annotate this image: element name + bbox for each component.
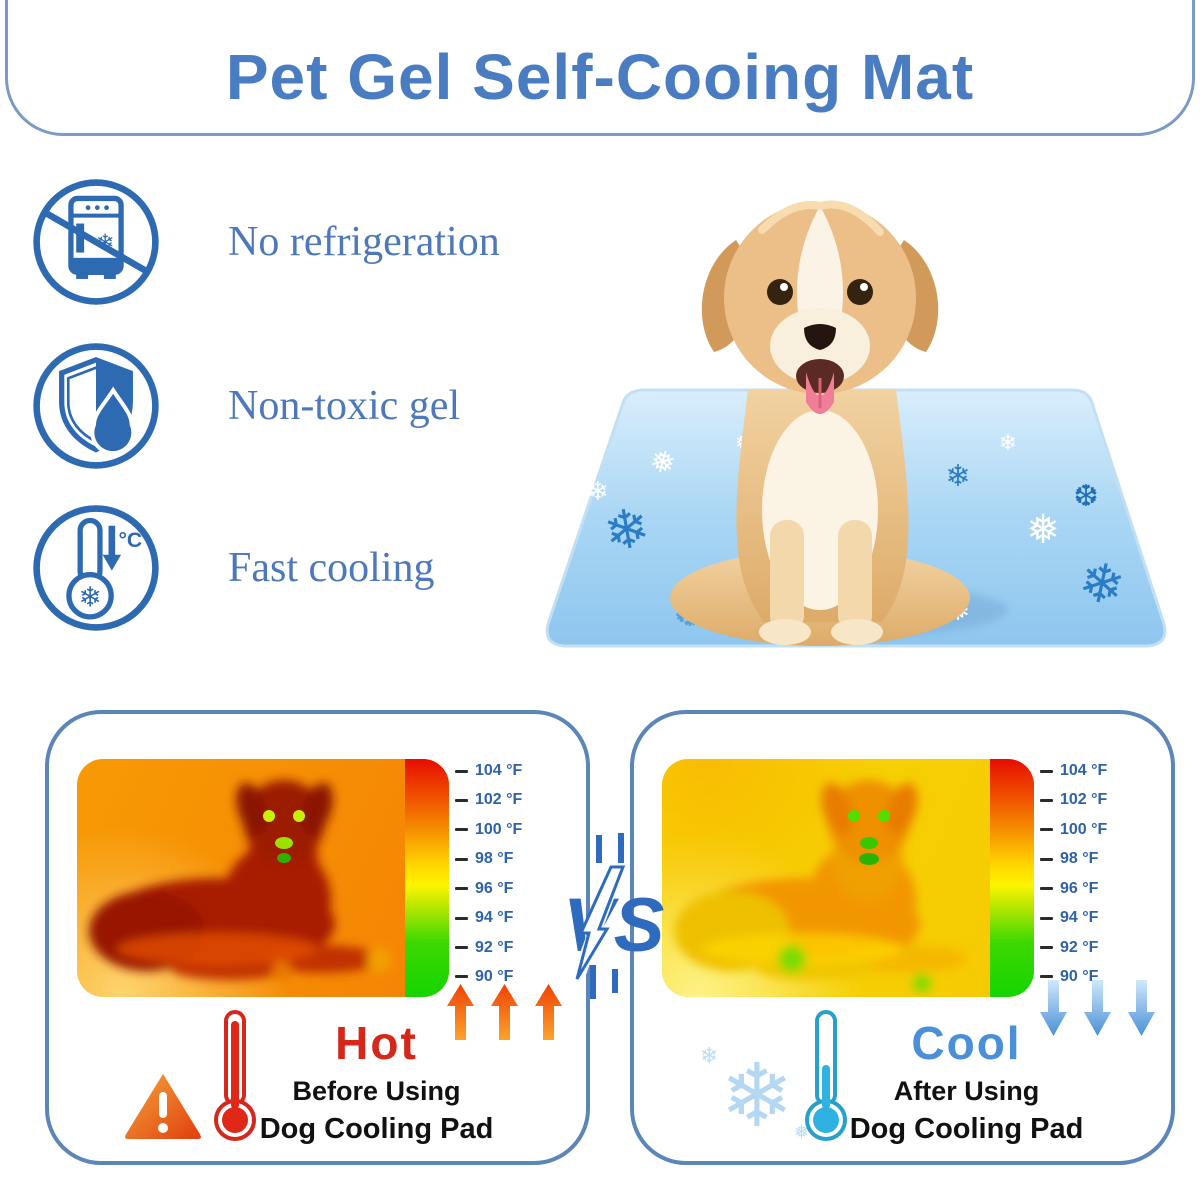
puppy-tongue: [806, 372, 834, 414]
thermal-dog-cool: [674, 780, 968, 992]
temp-label: 102 °F: [1060, 791, 1108, 809]
heat-rising-arrows: [447, 984, 562, 1040]
after-using-text: After Using: [893, 1076, 1040, 1106]
scale-tick: [1040, 946, 1053, 950]
hot-thermometer-icon: [214, 1010, 256, 1141]
scale-tick: [1040, 828, 1053, 832]
scale-tick: [455, 887, 468, 891]
scale-tick: [455, 975, 468, 979]
feature-non-toxic-gel: Non-toxic gel: [30, 340, 460, 472]
thermal-eye: [878, 810, 890, 822]
up-arrow-icon: [491, 984, 518, 1040]
after-panel: 104 °F 102 °F 100 °F 98 °F 96 °F 94 °F 9…: [630, 710, 1175, 1165]
temp-label: 98 °F: [1060, 850, 1099, 868]
fast-cooling-icon: ❄ °C: [33, 505, 159, 631]
dog-cooling-pad-text: Dog Cooling Pad: [259, 1113, 494, 1146]
before-panel: 104 °F 102 °F 100 °F 98 °F 96 °F 94 °F 9…: [45, 710, 590, 1165]
svg-text:❄: ❄: [599, 495, 655, 565]
snowflake-icon: ❄: [700, 1044, 719, 1069]
thermal-dog-hot: [89, 780, 391, 981]
scale-tick: [455, 916, 468, 920]
svg-text:❄: ❄: [945, 459, 970, 494]
snowflake-icon: ❄: [720, 1044, 794, 1147]
before-using-text: Before Using: [292, 1076, 461, 1106]
scale-tick: [455, 946, 468, 950]
svg-text:❄: ❄: [78, 580, 101, 613]
temperature-scale: 104 °F 102 °F 100 °F 98 °F 96 °F 94 °F 9…: [455, 762, 522, 986]
scale-tick: [455, 769, 468, 773]
warning-icon: [123, 1071, 203, 1141]
temperature-scale: 104 °F 102 °F 100 °F 98 °F 96 °F 94 °F 9…: [1040, 762, 1107, 986]
temp-label: 94 °F: [1060, 909, 1099, 927]
down-arrow-icon: [1084, 980, 1111, 1036]
temp-label: 98 °F: [475, 850, 514, 868]
svg-text:❄: ❄: [587, 477, 609, 507]
temp-label: 102 °F: [475, 791, 523, 809]
temp-label: 100 °F: [475, 820, 523, 838]
scale-tick: [455, 798, 468, 802]
svg-text:❅: ❅: [1026, 507, 1060, 553]
temp-label: 90 °F: [475, 967, 514, 985]
down-arrow-icon: [1128, 980, 1155, 1036]
temp-label: 96 °F: [1060, 879, 1099, 897]
temperature-gradient-bar: [405, 759, 449, 997]
temp-label: 94 °F: [475, 909, 514, 927]
puppy-nose: [804, 324, 836, 350]
title-banner-border: [5, 0, 1195, 136]
lightning-bolt-icon: [575, 865, 626, 980]
scale-tick: [455, 828, 468, 832]
up-arrow-icon: [535, 984, 562, 1040]
feature-fast-cooling: ❄ °C Fast cooling: [30, 502, 435, 634]
non-toxic-gel-icon: [33, 343, 159, 469]
before-caption: Hot Before Using Dog Cooling Pad: [249, 1016, 504, 1146]
thermal-image-cool: [662, 759, 1034, 997]
thermal-image-hot: [77, 759, 449, 997]
cool-down-arrows: [1040, 980, 1155, 1036]
hot-title: Hot: [335, 1017, 418, 1069]
temp-label: 96 °F: [475, 879, 514, 897]
thermal-eye: [263, 810, 275, 822]
temp-label: 104 °F: [1060, 762, 1108, 779]
scale-tick: [1040, 769, 1053, 773]
svg-text:°C: °C: [118, 529, 142, 552]
cool-title: Cool: [911, 1017, 1022, 1069]
scale-tick: [1040, 916, 1053, 920]
scale-tick: [1040, 887, 1053, 891]
feature-no-refrigeration: ❄ No refrigeration: [30, 176, 500, 308]
temperature-gradient-bar: [990, 759, 1034, 997]
temp-label: 90 °F: [1060, 967, 1099, 985]
dog-cooling-pad-text: Dog Cooling Pad: [849, 1113, 1084, 1146]
temp-label: 100 °F: [1060, 820, 1108, 838]
temp-label: 92 °F: [1060, 938, 1099, 956]
svg-text:❆: ❆: [1073, 479, 1098, 514]
vs-badge: VS: [563, 833, 664, 999]
temp-label: 104 °F: [475, 762, 523, 779]
after-caption: Cool After Using Dog Cooling Pad: [839, 1016, 1094, 1146]
snowflake-icon: ❅: [794, 1122, 810, 1143]
scale-tick: [1040, 798, 1053, 802]
no-refrigeration-icon: ❄: [33, 179, 159, 305]
down-arrow-icon: [1040, 980, 1067, 1036]
scale-tick: [1040, 975, 1053, 979]
thermal-eye: [848, 810, 860, 822]
puppy-eye: [767, 279, 793, 305]
up-arrow-icon: [447, 984, 474, 1040]
thermal-eye: [293, 810, 305, 822]
feature-label: Non-toxic gel: [228, 383, 461, 429]
feature-label: Fast cooling: [228, 545, 435, 591]
feature-label: No refrigeration: [228, 219, 500, 265]
temp-label: 92 °F: [475, 938, 514, 956]
cool-thermometer-icon: [805, 1010, 847, 1141]
puppy-eye: [847, 279, 873, 305]
puppy-photo: [670, 200, 970, 646]
scale-tick: [455, 857, 468, 861]
scale-tick: [1040, 857, 1053, 861]
svg-text:❄: ❄: [999, 431, 1017, 456]
page-title: Pet Gel Self-Cooing Mat: [225, 41, 975, 113]
